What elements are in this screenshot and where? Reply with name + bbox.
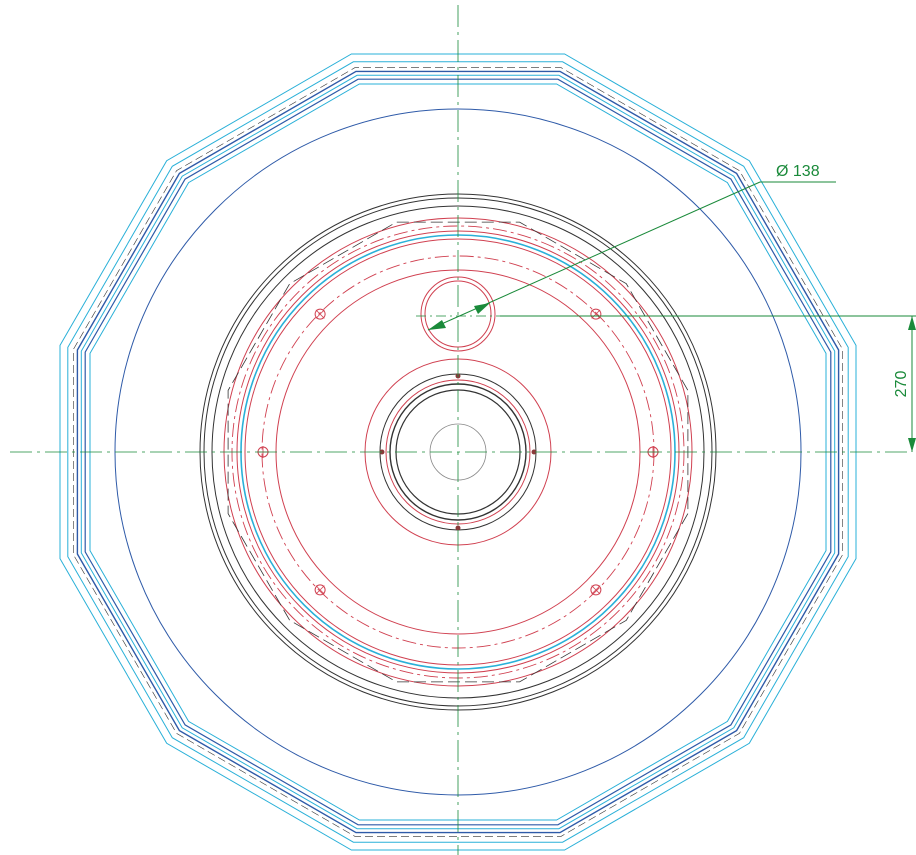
port-circle-inner <box>424 280 492 348</box>
outer-dodecagon-5 <box>84 78 832 826</box>
diameter-arrow-inner <box>428 320 446 330</box>
offset-label: 270 <box>893 371 910 398</box>
diameter-label: Ø 138 <box>776 163 820 180</box>
hub-hole <box>531 449 537 455</box>
red-circle-3 <box>244 238 672 666</box>
outer-dodecagon-6 <box>89 83 827 821</box>
bolt-hole <box>314 584 326 596</box>
outer-dodecagon-3 <box>76 70 840 834</box>
port-circle-outer <box>420 276 496 352</box>
hub-hole <box>455 525 461 531</box>
outer-dodecagon-dashed <box>73 67 843 837</box>
dodecagon-outlines <box>59 53 857 851</box>
outer-dodecagon-2 <box>67 61 849 843</box>
outer-dodecagon-1 <box>59 53 857 851</box>
inner-dashed-dodecagon <box>227 221 689 683</box>
bolt-hole <box>590 308 602 320</box>
outer-dodecagon-4 <box>80 74 836 830</box>
offset-arrow-top <box>908 316 916 330</box>
diameter-dimension: Ø 138 <box>427 163 836 331</box>
bolt-hole <box>314 308 326 320</box>
bolt-hole <box>590 584 602 596</box>
diameter-arrow-outer <box>474 303 490 314</box>
offset-dimension: 270 <box>500 315 916 452</box>
dashed-inner-polygon <box>227 221 689 683</box>
offset-arrow-bottom <box>908 438 916 452</box>
